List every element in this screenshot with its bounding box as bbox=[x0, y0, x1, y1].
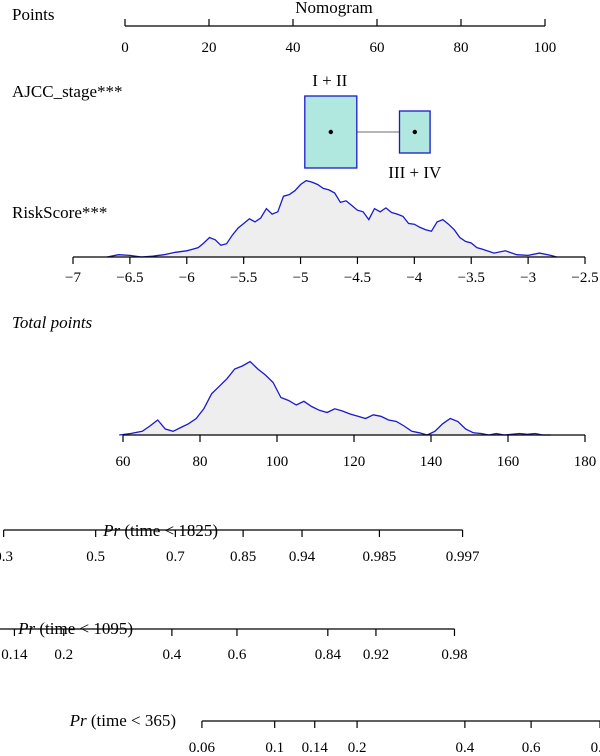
pr1095-tick-label: 0.4 bbox=[163, 647, 182, 663]
pr365-tick-label: 0.8 bbox=[591, 740, 600, 756]
riskscore-density-fill bbox=[107, 180, 557, 257]
pr365-axis: 0.06 0.1 0.14 0.2 0.4 0.6 0.8 bbox=[189, 720, 600, 756]
riskscore-tick-label: −5.5 bbox=[230, 270, 257, 286]
riskscore-tick-label: −2.5 bbox=[571, 270, 598, 286]
pr1095-tick-label: 0.92 bbox=[363, 647, 389, 663]
total-points-density-line bbox=[119, 360, 551, 436]
pr365-tick-label: 0.6 bbox=[522, 740, 541, 756]
ajcc-dot-late bbox=[412, 129, 417, 135]
pr365-tick-label: 0.2 bbox=[348, 740, 367, 756]
points-tick-label: 60 bbox=[370, 40, 385, 56]
ajcc-row-label: AJCC_stage*** bbox=[12, 82, 123, 101]
points-axis: 0 20 40 60 80 100 bbox=[121, 19, 556, 56]
riskscore-tick-label: −4.5 bbox=[344, 270, 371, 286]
total-points-row-label: Total points bbox=[12, 313, 93, 332]
total-points-axis: 60 80 100 120 140 160 180 bbox=[116, 360, 597, 470]
riskscore-tick-label: −3 bbox=[520, 270, 536, 286]
total-points-tick-label: 120 bbox=[343, 454, 366, 470]
pr365-row-label: Pr (time < 365) bbox=[69, 711, 176, 730]
total-points-tick-label: 100 bbox=[266, 454, 289, 470]
chart-title: Nomogram bbox=[295, 0, 372, 17]
riskscore-tick-label: −7 bbox=[65, 270, 81, 286]
pr365-tick-label: 0.06 bbox=[189, 740, 216, 756]
total-points-tick-label: 160 bbox=[497, 454, 520, 470]
riskscore-tick-label: −3.5 bbox=[458, 270, 485, 286]
riskscore-row-label: RiskScore*** bbox=[12, 203, 107, 222]
pr1825-tick-label: 0.94 bbox=[289, 549, 316, 565]
ajcc-stage-boxes: I + II III + IV bbox=[304, 71, 442, 182]
pr365-tick-label: 0.4 bbox=[456, 740, 475, 756]
pr1095-axis: 0.10.140.20.40.60.840.920.98 bbox=[0, 628, 468, 663]
pr365-tick-label: 0.14 bbox=[302, 740, 329, 756]
points-tick-label: 40 bbox=[286, 40, 301, 56]
pr1095-tick-label: 0.84 bbox=[315, 647, 342, 663]
pr1095-tick-label: 0.14 bbox=[1, 647, 28, 663]
pr1825-axis: 0.3 0.5 0.7 0.85 0.94 0.985 0.997 bbox=[0, 529, 480, 565]
pr1825-tick-label: 0.7 bbox=[166, 549, 185, 565]
ajcc-dot-early bbox=[328, 129, 333, 135]
points-tick-label: 0 bbox=[121, 40, 129, 56]
pr365-tick-label: 0.1 bbox=[265, 740, 284, 756]
ajcc-label-early: I + II bbox=[312, 71, 347, 90]
riskscore-tick-label: −5 bbox=[293, 270, 309, 286]
pr1825-tick-label: 0.3 bbox=[0, 549, 13, 565]
riskscore-axis: −7 −6.5 −6 −5.5 −5 −4.5 −4 −3.5 −3 −2.5 bbox=[65, 179, 599, 286]
pr1095-tick-label: 0.2 bbox=[54, 647, 73, 663]
pr1825-tick-label: 0.5 bbox=[86, 549, 105, 565]
pr1825-tick-label: 0.85 bbox=[230, 549, 256, 565]
points-tick-label: 80 bbox=[454, 40, 469, 56]
riskscore-tick-label: −4 bbox=[406, 270, 422, 286]
total-points-density-fill bbox=[119, 361, 551, 435]
total-points-tick-label: 80 bbox=[193, 454, 208, 470]
total-points-tick-label: 60 bbox=[116, 454, 131, 470]
ajcc-label-late: III + IV bbox=[388, 163, 442, 182]
pr1825-tick-label: 0.985 bbox=[363, 549, 397, 565]
riskscore-tick-label: −6.5 bbox=[116, 270, 143, 286]
riskscore-density-line bbox=[106, 179, 557, 258]
total-points-tick-label: 180 bbox=[574, 454, 597, 470]
riskscore-tick-label: −6 bbox=[179, 270, 195, 286]
pr1825-tick-label: 0.997 bbox=[446, 549, 480, 565]
pr1095-tick-label: 0.6 bbox=[228, 647, 247, 663]
points-tick-label: 100 bbox=[534, 40, 557, 56]
points-row-label: Points bbox=[12, 5, 55, 24]
pr1095-tick-label: 0.98 bbox=[441, 647, 467, 663]
points-tick-label: 20 bbox=[202, 40, 217, 56]
total-points-tick-label: 140 bbox=[420, 454, 443, 470]
